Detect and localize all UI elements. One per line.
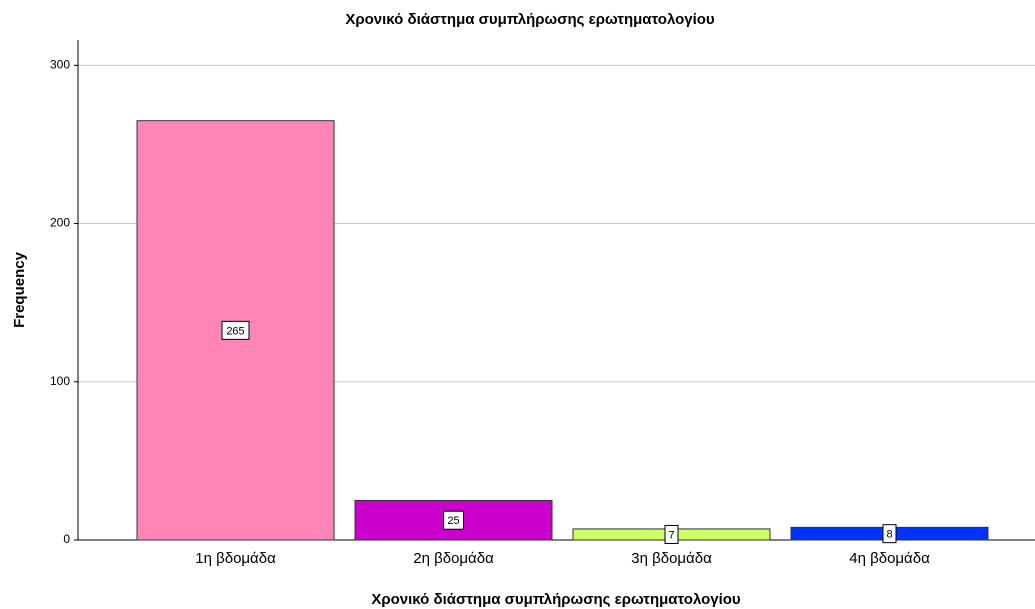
x-tick-label: 1η βδομάδα	[195, 550, 276, 567]
value-label: 8	[886, 529, 892, 541]
value-label-box	[664, 524, 679, 544]
y-tick-label: 200	[50, 216, 70, 230]
value-label: 265	[226, 325, 244, 337]
value-label-box	[221, 320, 250, 340]
chart-title: Χρονικό διάστημα συμπλήρωσης ερωτηματολο…	[345, 11, 715, 28]
x-tick-label: 2η βδομάδα	[413, 550, 494, 567]
x-tick-label: 3η βδομάδα	[631, 550, 712, 567]
y-tick-label: 0	[63, 532, 70, 546]
y-axis-title: Frequency	[11, 251, 28, 328]
x-tick-label: 4η βδομάδα	[849, 550, 930, 567]
y-tick-label: 300	[50, 57, 70, 71]
x-axis-title: Χρονικό διάστημα συμπλήρωσης ερωτηματολο…	[371, 591, 741, 608]
y-tick-label: 100	[50, 374, 70, 388]
value-label: 25	[447, 515, 459, 527]
value-label-box	[443, 510, 464, 530]
value-label: 7	[668, 529, 674, 541]
value-label-box	[882, 524, 897, 544]
